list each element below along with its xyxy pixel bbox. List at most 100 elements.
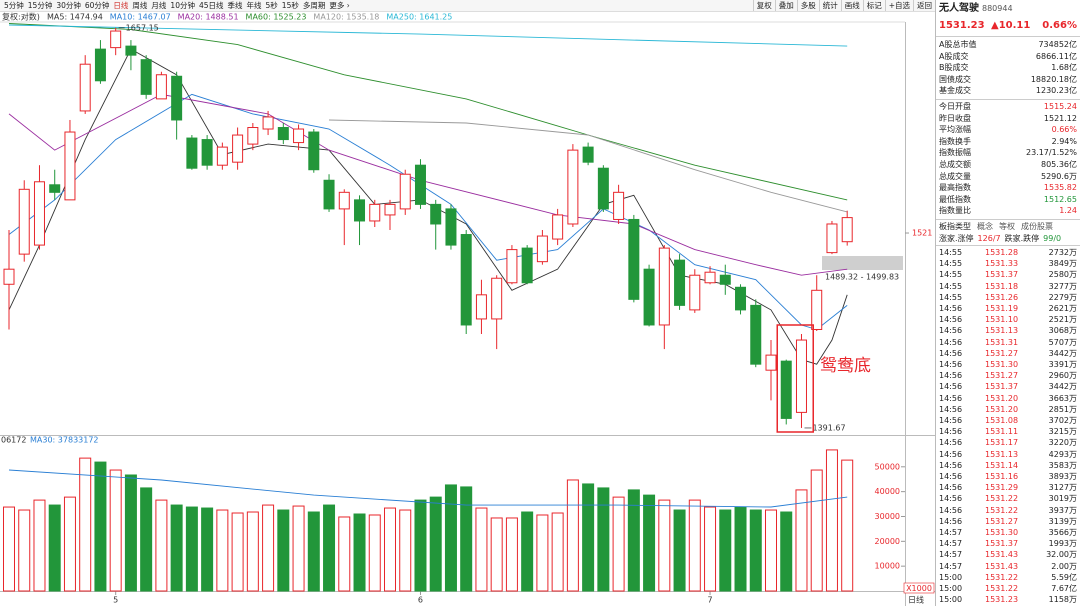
- type-cell: 板指类型: [939, 222, 971, 231]
- period-tab[interactable]: 10分钟: [170, 1, 195, 10]
- toolbar-button[interactable]: 统计: [818, 0, 841, 11]
- tick-time: 14:57: [939, 550, 963, 560]
- tick-volume: 3068万: [1048, 326, 1077, 336]
- tick-row: 14:57 1531.43 2.00万: [939, 561, 1077, 572]
- period-tab[interactable]: 日线: [113, 1, 129, 10]
- candle-body: [277, 127, 289, 141]
- tick-price: 1531.19: [985, 304, 1019, 313]
- tick-time: 15:00: [939, 584, 963, 593]
- tick-price: 1531.22: [985, 572, 1019, 582]
- tick-price: 1531.31: [985, 337, 1019, 347]
- stat-value: 2.94%: [1051, 136, 1077, 146]
- tick-time: 14:57: [939, 561, 963, 571]
- period-tab[interactable]: 60分钟: [84, 1, 110, 10]
- summary-value: 18820.18亿: [1030, 74, 1077, 84]
- toolbar-button[interactable]: 多股: [796, 0, 819, 11]
- tick-time: 14:56: [939, 371, 963, 381]
- period-tab[interactable]: 季线: [227, 1, 243, 10]
- tick-time: 14:55: [939, 259, 963, 269]
- candle-body: [110, 30, 122, 49]
- stat-row: 指数换手 2.94%: [939, 136, 1077, 147]
- toolbar-button[interactable]: +自选: [884, 0, 913, 11]
- tick-time: 14:55: [939, 281, 963, 291]
- volume-bar: [262, 504, 275, 592]
- volume-bar: [460, 486, 473, 592]
- summary-label: 基金成交: [939, 86, 971, 96]
- volume-bar: [231, 512, 244, 592]
- tick-price: 1531.10: [985, 315, 1019, 325]
- tick-volume: 1158万: [1048, 595, 1077, 605]
- stat-label: 最高指数: [939, 183, 971, 193]
- toolbar-button[interactable]: 叠加: [774, 0, 797, 11]
- period-tab[interactable]: 月线: [151, 1, 167, 10]
- tick-time: 14:56: [939, 382, 963, 392]
- toolbar-button[interactable]: 画线: [840, 0, 863, 11]
- volume-bar: [155, 499, 168, 592]
- tick-time: 14:56: [939, 483, 963, 493]
- ma-line: [8, 24, 848, 47]
- period-tab[interactable]: 15分钟: [27, 1, 53, 10]
- tick-price: 1531.26: [985, 292, 1019, 302]
- stat-label: 指数量比: [939, 206, 971, 216]
- period-tab[interactable]: 年线: [246, 1, 262, 10]
- period-tab[interactable]: 周线: [132, 1, 148, 10]
- stat-row: 指数振幅 23.17/1.52%: [939, 147, 1077, 158]
- ma-line: [8, 48, 848, 365]
- period-tab[interactable]: 45日线: [198, 1, 224, 10]
- period-tab[interactable]: 多周期: [302, 1, 326, 10]
- tick-volume: 2960万: [1048, 371, 1077, 381]
- tick-row: 14:56 1531.37 3442万: [939, 381, 1077, 392]
- candle-body: [33, 181, 45, 246]
- high-annotation: 1657.15: [126, 23, 159, 32]
- x-tick-label: 6: [418, 596, 423, 605]
- range-annotation: 1489.32 - 1499.83: [825, 273, 899, 282]
- candle-body: [3, 268, 15, 285]
- tick-row: 14:56 1531.22 3019万: [939, 493, 1077, 504]
- tick-row: 14:56 1531.20 3663万: [939, 393, 1077, 404]
- period-tab[interactable]: 30分钟: [56, 1, 81, 10]
- period-tab[interactable]: 15秒: [281, 1, 299, 10]
- summary-row: A股成交 6866.11亿: [939, 51, 1077, 62]
- legend-entry: MA120: 1535.18: [313, 13, 379, 22]
- candle-body: [293, 128, 305, 144]
- stat-value: 805.36亿: [1041, 160, 1077, 169]
- stat-label: 平均涨幅: [939, 125, 971, 135]
- period-tab[interactable]: 5秒: [265, 1, 278, 10]
- toolbar-button[interactable]: 复权: [752, 0, 775, 11]
- tick-volume: 2279万: [1048, 292, 1077, 302]
- candle-body: [811, 289, 823, 330]
- toolbar-button[interactable]: 标记: [862, 0, 885, 11]
- candle-body: [475, 294, 487, 320]
- tick-time: 14:56: [939, 304, 963, 313]
- y-tick-label: 50000: [875, 462, 900, 471]
- tick-volume: 32.00万: [1046, 550, 1077, 560]
- stat-row: 总成交额 805.36亿: [939, 159, 1077, 170]
- summary-value: 1.68亿: [1051, 63, 1077, 73]
- stat-label: 总成交额: [939, 160, 971, 169]
- candle-body: [506, 249, 518, 284]
- quote-panel: 无人驾驶 880944 1531.23 ▲10.11 0.66% A股总市值 734852亿…: [935, 0, 1080, 606]
- type-cell: 成份股票: [1021, 222, 1053, 231]
- period-tab[interactable]: 5分钟: [4, 1, 24, 10]
- candle-body: [94, 48, 106, 82]
- volume-bar: [201, 507, 214, 592]
- toolbar-button[interactable]: 返回: [913, 0, 935, 11]
- volume-bar: [323, 504, 336, 592]
- stat-row: 最低指数 1512.65: [939, 194, 1077, 205]
- volume-bar: [551, 512, 564, 592]
- tick-price: 1531.22: [985, 494, 1019, 504]
- index-code: 880944: [982, 4, 1013, 13]
- y-tick-label: 30000: [875, 512, 900, 521]
- volume-bar: [475, 507, 488, 592]
- candle-body: [155, 74, 167, 100]
- index-name: 无人驾驶: [939, 3, 979, 14]
- stat-value: 1535.82: [1043, 183, 1077, 193]
- tick-price: 1531.18: [985, 281, 1019, 291]
- tick-price: 1531.33: [985, 259, 1019, 269]
- summary-label: B股成交: [939, 63, 969, 73]
- ma-line: [8, 93, 848, 330]
- stat-value: 1.24: [1059, 206, 1077, 216]
- period-tab[interactable]: 更多 ›: [329, 1, 350, 10]
- candle-body: [674, 259, 686, 306]
- stat-row: 总成交量 5290.6万: [939, 171, 1077, 182]
